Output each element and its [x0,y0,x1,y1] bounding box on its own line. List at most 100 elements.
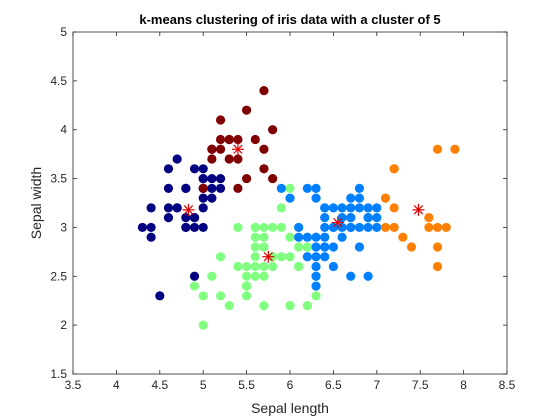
data-point-cluster-1 [207,193,217,203]
data-point-cluster-3 [224,301,234,311]
plot-area [73,32,507,374]
data-point-cluster-1 [172,154,182,164]
x-tick-label: 6 [287,378,294,392]
data-point-cluster-4 [285,193,295,203]
x-tick-label: 4.5 [151,378,168,392]
data-point-cluster-5 [432,222,443,233]
data-point-cluster-3 [250,232,260,242]
y-tick-label: 3 [60,220,67,234]
data-point-cluster-5 [450,144,460,154]
data-point-cluster-1 [198,203,208,213]
y-tick-label: 4.5 [50,74,67,88]
data-point-cluster-5 [380,222,391,233]
data-point-cluster-3 [189,281,200,291]
data-point-cluster-3 [302,242,312,252]
data-point-cluster-3 [276,252,286,262]
data-point-cluster-4 [311,261,321,272]
data-point-cluster-2 [215,134,226,145]
centroid-marker [182,203,195,216]
x-tick-label: 8.5 [499,378,516,392]
data-point-cluster-1 [163,164,174,174]
data-point-cluster-2 [259,144,269,154]
data-point-cluster-4 [372,222,382,233]
data-point-cluster-4 [363,213,373,223]
x-tick-label: 7.5 [412,378,429,392]
data-point-cluster-5 [424,213,434,223]
data-point-cluster-4 [354,203,365,213]
x-tick-label: 8 [460,378,467,392]
data-point-cluster-5 [389,203,399,213]
data-point-cluster-5 [424,222,434,233]
data-point-cluster-2 [268,125,278,135]
data-point-cluster-4 [346,193,356,203]
data-point-cluster-3 [242,291,252,301]
data-point-cluster-4 [320,242,330,252]
data-point-cluster-1 [189,164,200,174]
data-point-cluster-5 [398,232,408,242]
data-point-cluster-1 [181,222,191,233]
data-point-cluster-2 [233,154,243,164]
data-point-cluster-5 [432,261,443,272]
data-point-cluster-2 [233,134,243,145]
data-point-cluster-4 [328,261,338,272]
data-point-cluster-3 [259,232,269,242]
data-point-cluster-3 [250,222,260,233]
data-point-cluster-4 [311,193,321,203]
y-tick-label: 1.5 [50,367,67,381]
data-point-cluster-3 [268,222,278,233]
data-point-cluster-3 [215,252,226,262]
data-point-cluster-3 [285,252,295,262]
data-point-cluster-4 [320,222,330,233]
data-point-cluster-1 [137,222,148,233]
chart-title: k-means clustering of iris data with a c… [139,12,440,27]
data-point-cluster-3 [259,222,269,233]
data-point-cluster-3 [242,271,252,281]
data-point-cluster-2 [224,154,234,164]
x-axis-label: Sepal length [251,400,329,416]
data-point-cluster-4 [328,242,338,252]
x-axis-ticks: 3.5 4 4.5 5 5.5 6 6.5 7 7.5 8 8.5 [65,32,516,392]
data-point-cluster-2 [215,115,226,125]
data-point-cluster-3 [285,232,295,242]
data-point-cluster-4 [294,232,304,242]
data-point-cluster-3 [259,242,269,252]
centroids-layer [182,143,425,263]
centroid-marker [231,143,244,156]
data-point-cluster-1 [198,164,208,174]
data-point-cluster-4 [372,213,382,223]
data-point-cluster-2 [268,173,278,184]
data-point-cluster-2 [259,164,269,174]
data-point-cluster-1 [189,213,200,223]
data-point-cluster-4 [337,203,347,213]
data-point-cluster-3 [294,242,304,252]
data-point-cluster-4 [311,271,321,281]
data-point-cluster-4 [302,183,312,193]
data-point-cluster-4 [276,183,286,193]
data-point-cluster-3 [250,252,260,262]
y-tick-label: 2.5 [50,269,67,283]
data-point-cluster-2 [242,173,252,184]
data-point-cluster-2 [259,86,269,96]
data-point-cluster-3 [242,261,252,272]
data-point-cluster-2 [242,105,252,115]
y-tick-label: 4 [60,123,67,137]
data-point-cluster-4 [354,222,365,233]
data-point-cluster-4 [337,232,347,242]
data-point-cluster-3 [259,271,269,281]
data-point-cluster-4 [346,203,356,213]
data-point-cluster-5 [432,144,443,154]
data-point-cluster-3 [276,222,286,233]
data-point-cluster-4 [354,183,365,193]
data-point-cluster-4 [320,232,330,242]
data-point-cluster-1 [181,183,191,193]
data-point-cluster-3 [294,261,304,272]
data-point-cluster-4 [311,232,321,242]
data-point-cluster-4 [311,183,321,193]
data-point-cluster-4 [363,203,373,213]
data-point-cluster-3 [250,261,260,272]
data-point-cluster-5 [389,164,399,174]
data-point-cluster-5 [380,193,391,203]
data-point-cluster-4 [363,271,373,281]
data-point-cluster-4 [346,271,356,281]
